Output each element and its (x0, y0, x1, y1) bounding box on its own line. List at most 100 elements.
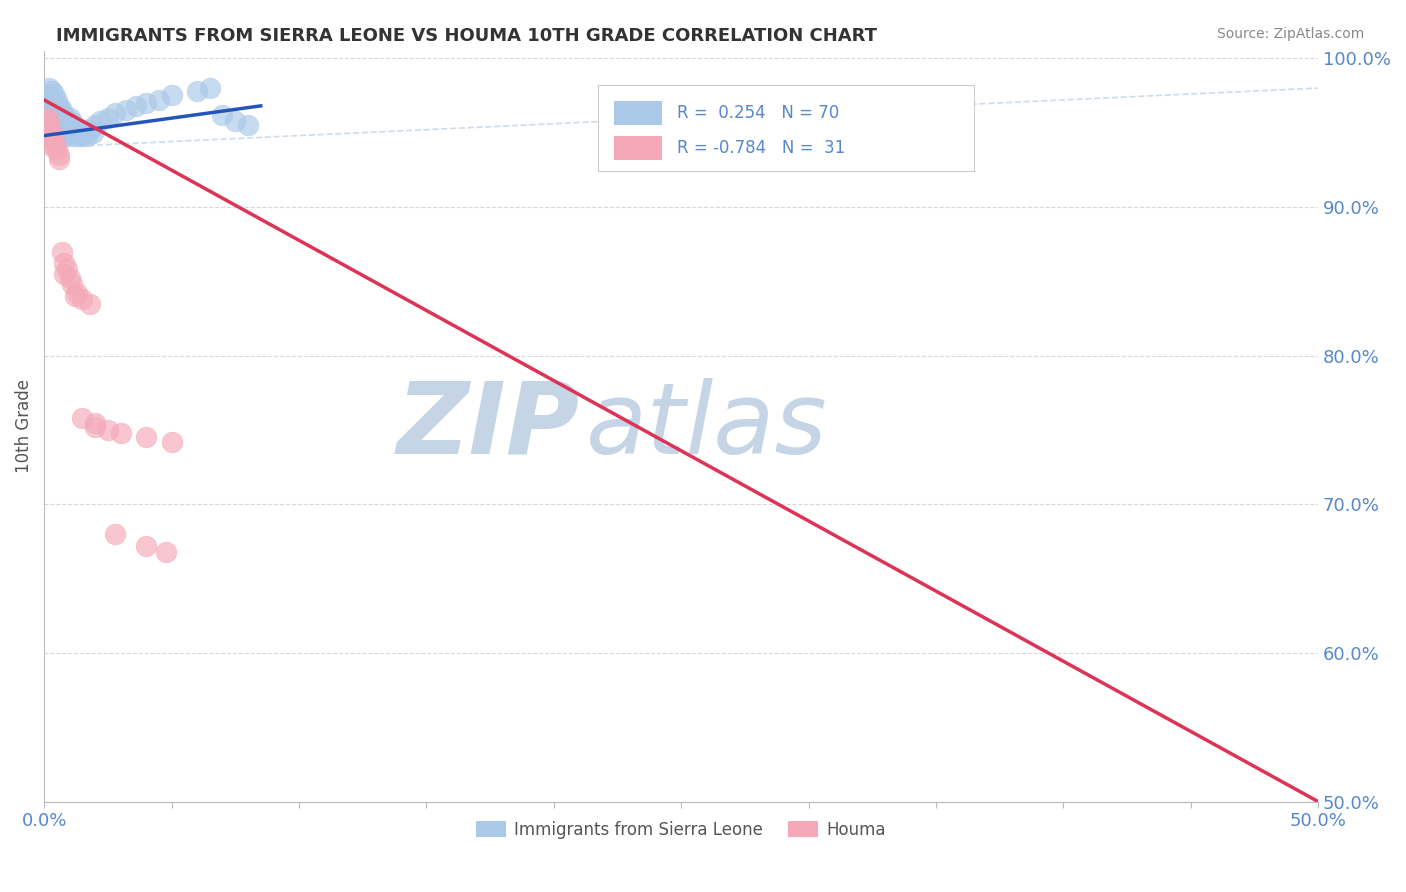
Y-axis label: 10th Grade: 10th Grade (15, 379, 32, 474)
Point (53, 267, 76, 281)
Point (44, 87, 66, 101)
Point (58, 126, 80, 140)
Point (66, 122, 89, 136)
Point (41, 102, 63, 116)
Point (110, 425, 132, 440)
Point (56, 128, 79, 143)
Point (38, 113, 60, 128)
Point (135, 95, 157, 110)
FancyBboxPatch shape (599, 85, 974, 171)
Point (135, 430, 157, 444)
Point (148, 93, 170, 107)
Point (35, 95, 58, 110)
Point (51, 126, 73, 140)
Point (79, 122, 101, 136)
Point (104, 527, 127, 541)
Point (73, 126, 96, 140)
Point (48, 106, 70, 120)
Point (97, 423, 120, 437)
Point (84, 416, 107, 430)
Point (79, 296, 101, 310)
Point (56, 113, 79, 128)
Point (104, 106, 127, 120)
Point (155, 545, 177, 559)
Point (60, 115, 83, 129)
Point (44, 113, 66, 128)
Point (44, 140, 66, 154)
Point (60, 122, 83, 136)
Point (41, 122, 63, 136)
Point (41, 111, 63, 125)
Point (63, 289, 86, 303)
Point (41, 84, 63, 98)
Point (58, 111, 80, 125)
Point (63, 120, 86, 134)
Point (72, 122, 94, 136)
Point (45, 144, 67, 158)
Point (160, 88, 183, 103)
Point (44, 133, 66, 147)
Point (48, 99, 70, 113)
Point (125, 99, 148, 113)
Point (58, 271, 80, 285)
Point (38, 99, 60, 113)
Point (48, 153, 70, 167)
Point (84, 118, 107, 132)
Point (72, 411, 94, 425)
Text: R =  0.254   N = 70: R = 0.254 N = 70 (678, 104, 839, 122)
Point (38, 81, 60, 95)
Point (72, 292, 94, 306)
Text: ZIP: ZIP (396, 377, 579, 475)
Point (56, 262, 79, 277)
Point (35, 88, 58, 103)
Point (60, 277, 83, 292)
Point (114, 103, 136, 118)
Point (41, 93, 63, 107)
Point (38, 88, 60, 103)
Point (53, 115, 76, 129)
Point (44, 104, 66, 119)
Point (44, 131, 66, 145)
Point (211, 108, 233, 122)
Text: atlas: atlas (585, 377, 827, 475)
Point (45, 111, 67, 125)
Point (38, 118, 60, 132)
Point (53, 122, 76, 136)
Point (51, 103, 73, 118)
Point (51, 118, 73, 132)
Point (35, 99, 58, 113)
Bar (613, 136, 662, 161)
Point (135, 539, 157, 553)
Point (160, 434, 183, 449)
Point (224, 113, 246, 128)
Point (35, 111, 58, 125)
Point (45, 126, 67, 140)
Point (53, 256, 76, 270)
Point (48, 148, 70, 162)
Point (198, 81, 221, 95)
Point (72, 128, 94, 143)
Point (53, 128, 76, 143)
Point (45, 118, 67, 132)
Point (97, 111, 120, 125)
Point (89, 113, 111, 128)
Point (48, 113, 70, 128)
Point (48, 122, 70, 136)
Point (41, 126, 63, 140)
Point (82, 126, 104, 140)
Text: IMMIGRANTS FROM SIERRA LEONE VS HOUMA 10TH GRADE CORRELATION CHART: IMMIGRANTS FROM SIERRA LEONE VS HOUMA 10… (56, 27, 877, 45)
Point (45, 102, 67, 116)
Point (51, 111, 73, 125)
Point (53, 108, 76, 122)
Point (69, 126, 91, 140)
Point (45, 93, 67, 107)
Point (63, 126, 86, 140)
Point (41, 128, 63, 143)
Text: Source: ZipAtlas.com: Source: ZipAtlas.com (1216, 27, 1364, 41)
Point (38, 108, 60, 122)
Point (41, 128, 63, 143)
Point (51, 244, 73, 259)
Point (84, 420, 107, 434)
Legend: Immigrants from Sierra Leone, Houma: Immigrants from Sierra Leone, Houma (470, 814, 893, 846)
Point (186, 84, 208, 98)
